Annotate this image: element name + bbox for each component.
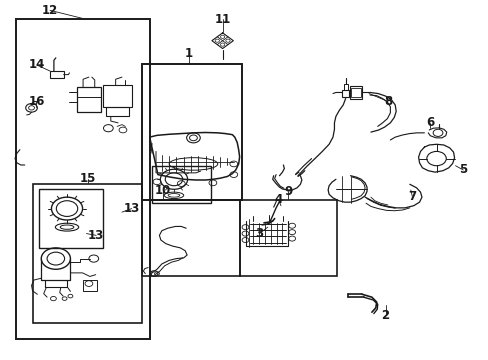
Bar: [350, 86, 362, 99]
Text: 1: 1: [184, 47, 192, 60]
Text: 14: 14: [29, 58, 45, 72]
Text: 11: 11: [214, 13, 230, 26]
Bar: [82, 280, 97, 291]
Text: 2: 2: [381, 309, 389, 321]
Text: 5: 5: [458, 163, 467, 176]
Bar: [152, 166, 211, 203]
Bar: [77, 87, 101, 112]
Text: 16: 16: [28, 95, 44, 108]
Text: 7: 7: [407, 190, 415, 203]
Bar: [142, 64, 242, 200]
Bar: [33, 184, 142, 323]
Text: 15: 15: [80, 172, 96, 185]
Bar: [50, 71, 63, 78]
Bar: [16, 19, 149, 339]
Text: 13: 13: [123, 202, 140, 215]
Bar: [239, 200, 336, 276]
Bar: [39, 189, 103, 248]
Text: 6: 6: [425, 116, 433, 129]
Bar: [341, 90, 348, 97]
Bar: [344, 84, 347, 90]
Bar: [103, 85, 131, 107]
Text: 12: 12: [42, 4, 58, 17]
Bar: [106, 107, 128, 116]
Bar: [351, 88, 361, 97]
Text: 13: 13: [88, 229, 104, 242]
Text: 4: 4: [274, 193, 282, 206]
Text: 10: 10: [154, 184, 171, 197]
Text: 3: 3: [255, 227, 263, 240]
Text: 9: 9: [284, 185, 292, 198]
Bar: [142, 200, 239, 276]
Text: 8: 8: [383, 95, 391, 108]
